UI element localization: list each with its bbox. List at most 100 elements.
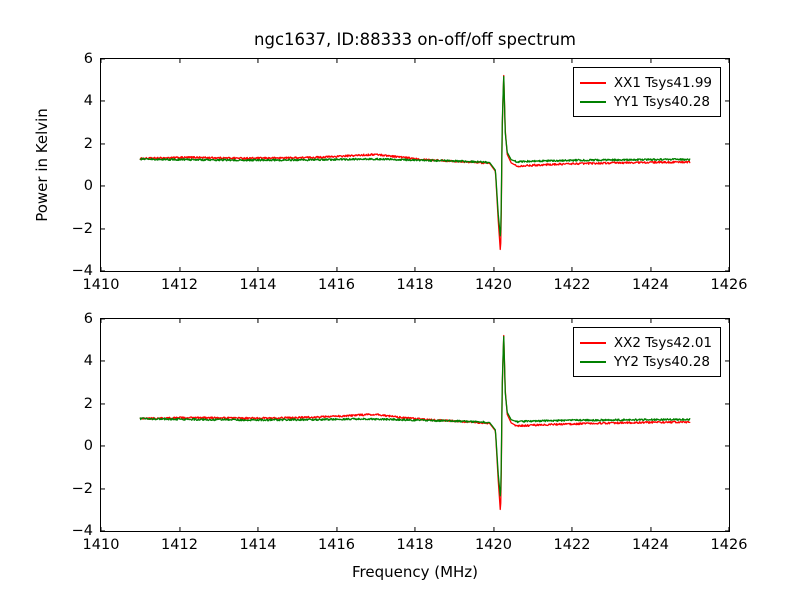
x-tick-mark (650, 267, 651, 271)
legend-item: XX2 Tsys42.01 (580, 333, 712, 352)
x-tick-label: 1422 (554, 277, 591, 293)
y-tick-mark (725, 361, 729, 362)
x-tick-label: 1426 (711, 537, 748, 553)
figure-canvas: ngc1637, ID:88333 on-off/off spectrum Po… (0, 0, 800, 600)
y-tick-mark (101, 318, 105, 319)
plot-panel-bottom: XX2 Tsys42.01YY2 Tsys40.28 −4−2024614101… (100, 318, 730, 532)
y-tick-label: 4 (84, 93, 93, 109)
y-tick-mark (725, 143, 729, 144)
y-tick-label: 2 (84, 396, 93, 412)
x-tick-mark (336, 319, 337, 323)
y-tick-label: 6 (84, 311, 93, 327)
x-tick-mark (179, 319, 180, 323)
y-tick-mark (101, 186, 105, 187)
x-tick-mark (336, 267, 337, 271)
y-tick-mark (725, 446, 729, 447)
x-tick-mark (336, 59, 337, 63)
x-tick-label: 1410 (83, 277, 120, 293)
y-tick-label: −2 (72, 221, 93, 237)
x-tick-mark (414, 267, 415, 271)
x-tick-mark (728, 527, 729, 531)
x-tick-mark (179, 267, 180, 271)
x-tick-label: 1416 (318, 537, 355, 553)
legend-top: XX1 Tsys41.99 YY1 Tsys40.28 (573, 67, 721, 117)
x-tick-label: 1418 (397, 277, 434, 293)
y-tick-mark (725, 228, 729, 229)
x-tick-mark (100, 267, 101, 271)
x-tick-mark (100, 59, 101, 63)
legend-item: YY1 Tsys40.28 (580, 92, 712, 111)
legend-color-swatch (580, 361, 606, 363)
legend-item: XX1 Tsys41.99 (580, 73, 712, 92)
y-tick-label: 2 (84, 136, 93, 152)
y-tick-label: 0 (84, 178, 93, 194)
legend-item: YY2 Tsys40.28 (580, 352, 712, 371)
x-tick-mark (257, 267, 258, 271)
x-tick-mark (728, 319, 729, 323)
legend-label: XX2 Tsys42.01 (614, 335, 712, 351)
x-tick-mark (650, 527, 651, 531)
y-tick-mark (101, 361, 105, 362)
x-tick-label: 1420 (475, 277, 512, 293)
x-tick-mark (257, 527, 258, 531)
y-axis-label: Power in Kelvin (33, 108, 51, 222)
x-tick-label: 1424 (632, 277, 669, 293)
x-tick-mark (571, 319, 572, 323)
x-tick-mark (493, 59, 494, 63)
legend-bottom: XX2 Tsys42.01 YY2 Tsys40.28 (573, 327, 721, 377)
x-tick-mark (414, 59, 415, 63)
legend-color-swatch (580, 342, 606, 344)
x-axis-label: Frequency (MHz) (352, 563, 478, 581)
legend-label: YY1 Tsys40.28 (614, 94, 710, 110)
x-tick-label: 1412 (161, 277, 198, 293)
x-tick-mark (257, 59, 258, 63)
figure-title: ngc1637, ID:88333 on-off/off spectrum (100, 30, 730, 49)
y-tick-mark (725, 488, 729, 489)
x-tick-mark (414, 319, 415, 323)
x-tick-label: 1424 (632, 537, 669, 553)
x-tick-label: 1416 (318, 277, 355, 293)
y-tick-mark (101, 101, 105, 102)
x-tick-mark (571, 527, 572, 531)
y-tick-mark (725, 403, 729, 404)
x-tick-label: 1422 (554, 537, 591, 553)
y-tick-mark (725, 186, 729, 187)
x-tick-mark (179, 59, 180, 63)
x-tick-label: 1426 (711, 277, 748, 293)
x-tick-label: 1410 (83, 537, 120, 553)
x-tick-label: 1420 (475, 537, 512, 553)
x-tick-mark (571, 267, 572, 271)
legend-color-swatch (580, 82, 606, 84)
y-tick-label: 0 (84, 438, 93, 454)
y-tick-mark (101, 228, 105, 229)
y-tick-label: 4 (84, 353, 93, 369)
x-tick-mark (493, 527, 494, 531)
y-tick-mark (101, 488, 105, 489)
legend-label: YY2 Tsys40.28 (614, 354, 710, 370)
x-tick-mark (728, 59, 729, 63)
x-tick-label: 1412 (161, 537, 198, 553)
y-tick-mark (101, 446, 105, 447)
legend-color-swatch (580, 101, 606, 103)
y-tick-mark (101, 270, 105, 271)
y-tick-mark (725, 101, 729, 102)
x-tick-mark (100, 319, 101, 323)
x-tick-mark (493, 267, 494, 271)
x-tick-mark (571, 59, 572, 63)
legend-label: XX1 Tsys41.99 (614, 75, 712, 91)
x-tick-mark (728, 267, 729, 271)
x-tick-label: 1418 (397, 537, 434, 553)
y-tick-mark (101, 403, 105, 404)
y-tick-mark (101, 58, 105, 59)
y-tick-mark (101, 530, 105, 531)
x-tick-mark (493, 319, 494, 323)
x-tick-mark (179, 527, 180, 531)
x-tick-mark (650, 59, 651, 63)
x-tick-mark (650, 319, 651, 323)
x-tick-label: 1414 (240, 537, 277, 553)
x-tick-mark (336, 527, 337, 531)
x-tick-mark (100, 527, 101, 531)
y-tick-label: −2 (72, 481, 93, 497)
x-tick-mark (414, 527, 415, 531)
plot-panel-top: XX1 Tsys41.99YY1 Tsys40.28 −4−2024614101… (100, 58, 730, 272)
